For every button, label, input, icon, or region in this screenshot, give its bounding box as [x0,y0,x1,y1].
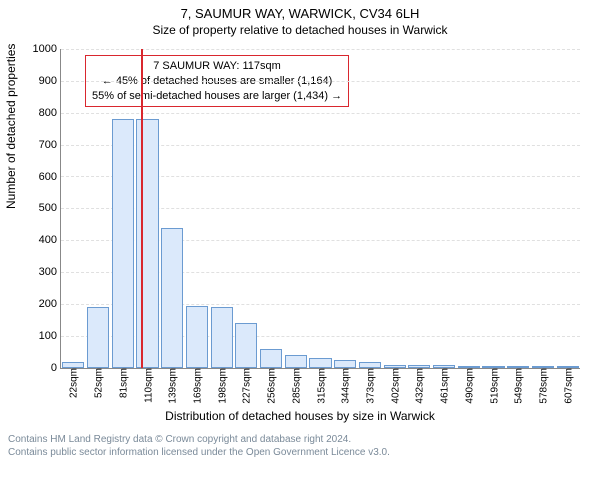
histogram-bar [136,119,158,368]
plot-area: 7 SAUMUR WAY: 117sqm← 45% of detached ho… [60,49,580,369]
x-tick-label: 256sqm [265,368,278,404]
histogram-bar [87,307,109,368]
x-tick-label: 52sqm [92,368,105,398]
x-tick-label: 315sqm [314,368,327,404]
histogram-bar [235,323,257,368]
page-subtitle: Size of property relative to detached ho… [0,23,600,39]
y-tick-label: 500 [39,202,61,214]
histogram-bar [285,355,307,368]
y-tick-label: 600 [39,171,61,183]
annotation-line: 7 SAUMUR WAY: 117sqm [92,59,342,74]
x-tick-label: 402sqm [388,368,401,404]
histogram-bar [211,307,233,368]
footer-line: Contains public sector information licen… [8,446,592,460]
x-tick-label: 578sqm [536,368,549,404]
y-tick-label: 100 [39,330,61,342]
x-tick-label: 373sqm [363,368,376,404]
x-tick-label: 169sqm [190,368,203,404]
x-tick-label: 490sqm [462,368,475,404]
histogram-bar [186,306,208,368]
y-tick-label: 400 [39,234,61,246]
footer-line: Contains HM Land Registry data © Crown c… [8,433,592,447]
y-axis-label: Number of detached properties [4,43,18,208]
y-tick-label: 0 [51,362,61,374]
y-tick-label: 300 [39,266,61,278]
footer-attribution: Contains HM Land Registry data © Crown c… [0,423,600,468]
y-tick-label: 1000 [33,43,61,55]
y-tick-label: 200 [39,298,61,310]
histogram-bar [161,228,183,368]
x-tick-label: 198sqm [215,368,228,404]
x-tick-label: 227sqm [240,368,253,404]
property-marker-line [141,49,143,368]
y-gridline [61,113,580,114]
x-tick-label: 285sqm [289,368,302,404]
histogram-chart: Number of detached properties 7 SAUMUR W… [0,39,600,409]
histogram-bar [309,358,331,368]
x-tick-label: 607sqm [561,368,574,404]
y-tick-label: 700 [39,139,61,151]
x-tick-label: 461sqm [438,368,451,404]
histogram-bar [359,362,381,368]
x-tick-label: 139sqm [166,368,179,404]
x-tick-label: 22sqm [67,368,80,398]
histogram-bar [112,119,134,368]
x-axis-label: Distribution of detached houses by size … [0,409,600,423]
page-title: 7, SAUMUR WAY, WARWICK, CV34 6LH [0,0,600,23]
y-gridline [61,81,580,82]
x-tick-label: 344sqm [339,368,352,404]
y-tick-label: 800 [39,107,61,119]
histogram-bar [62,362,84,368]
x-tick-label: 432sqm [413,368,426,404]
x-tick-label: 549sqm [512,368,525,404]
x-tick-label: 81sqm [116,368,129,398]
x-tick-label: 110sqm [141,368,154,403]
y-tick-label: 900 [39,75,61,87]
y-gridline [61,49,580,50]
histogram-bar [334,360,356,368]
annotation-line: 55% of semi-detached houses are larger (… [92,89,342,104]
histogram-bar [260,349,282,368]
x-tick-label: 519sqm [487,368,500,404]
